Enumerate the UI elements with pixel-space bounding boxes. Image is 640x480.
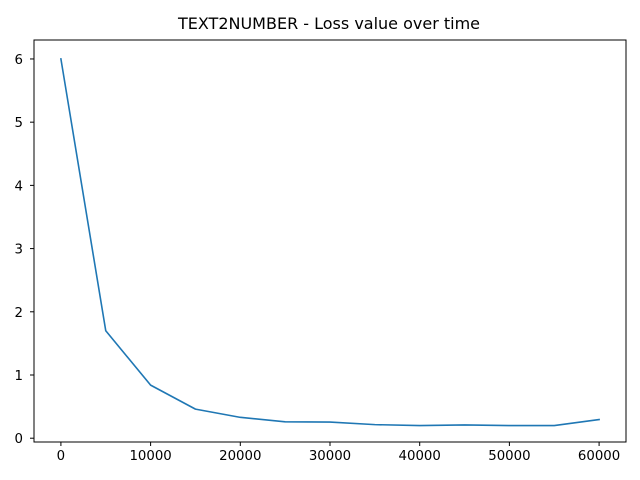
plot-marks: 0 10000 20000 30000 40000 50000 60000 0 1 2 3 4 5 6 <box>15 53 621 464</box>
x-tick-label: 30000 <box>309 449 351 464</box>
x-tick-label: 0 <box>57 449 65 464</box>
y-tick-label: 4 <box>15 179 23 194</box>
plot-frame <box>33 39 627 443</box>
chart-title: TEXT2NUMBER - Loss value over time <box>177 14 480 33</box>
y-tick-label: 3 <box>15 243 23 258</box>
x-tick-label: 40000 <box>399 449 441 464</box>
y-tick-label: 2 <box>15 306 23 321</box>
y-tick-label: 1 <box>15 369 23 384</box>
x-tick-label: 20000 <box>219 449 261 464</box>
x-tick-label: 50000 <box>488 449 530 464</box>
y-tick-label: 6 <box>15 53 23 68</box>
x-tick-label: 10000 <box>129 449 171 464</box>
y-tick-label: 5 <box>15 116 23 131</box>
y-tick-label: 0 <box>15 432 23 447</box>
x-tick-label: 60000 <box>578 449 620 464</box>
loss-series-line <box>59 58 600 427</box>
